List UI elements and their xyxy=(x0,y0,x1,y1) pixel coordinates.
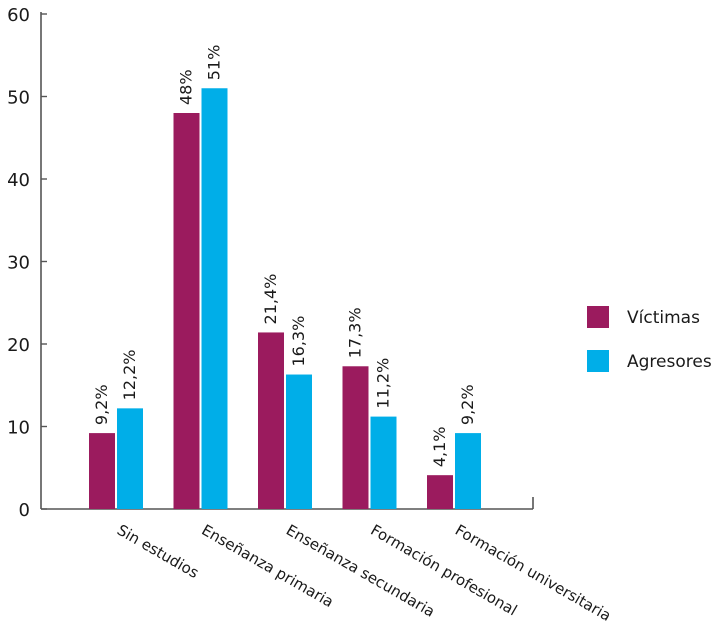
bar-agresores xyxy=(201,88,228,509)
bar-agresores xyxy=(455,433,481,509)
y-tick-label: 0 xyxy=(19,500,30,521)
x-category-label: Sin estudios xyxy=(114,521,202,582)
bar-victimas xyxy=(342,366,369,509)
bar-victimas xyxy=(89,433,115,509)
x-category-label: Formación profesional xyxy=(368,521,521,620)
legend-label: Víctimas xyxy=(627,308,700,328)
legend-swatch xyxy=(587,306,609,328)
bar-value-label: 11,2% xyxy=(374,358,393,409)
bar-value-label: 21,4% xyxy=(261,274,280,325)
bar-victimas xyxy=(173,113,200,509)
x-category-label: Formación universitaria xyxy=(452,521,614,625)
legend-swatch xyxy=(587,350,609,372)
legend-label: Agresores xyxy=(627,352,712,372)
y-tick-label: 40 xyxy=(7,170,30,191)
bar-value-labels: 9,2% 12,2% 48% 51% 21,4% 16,3% 17,3% 11,2% 4,1% 9… xyxy=(92,45,477,467)
bars xyxy=(89,88,481,509)
legend: Víctimas Agresores xyxy=(587,306,712,372)
y-tick-label: 20 xyxy=(7,335,30,356)
bar-value-label: 17,3% xyxy=(346,307,365,358)
y-tick-label: 50 xyxy=(7,88,30,109)
y-tick-label: 30 xyxy=(7,253,30,274)
bar-value-label: 16,3% xyxy=(289,316,308,367)
bar-agresores xyxy=(370,416,397,509)
bar-victimas xyxy=(427,475,453,509)
bar-value-label: 9,2% xyxy=(92,384,111,425)
bar-value-label: 9,2% xyxy=(458,384,477,425)
bar-value-label: 4,1% xyxy=(430,427,449,468)
bar-value-label: 48% xyxy=(177,69,196,105)
y-tick-label: 10 xyxy=(7,418,30,439)
bar-value-label: 12,2% xyxy=(120,350,139,401)
bar-value-label: 51% xyxy=(205,45,224,81)
bar-agresores xyxy=(117,408,143,509)
bar-victimas xyxy=(258,332,284,509)
bar-agresores xyxy=(286,374,312,509)
x-category-label: Enseñanza secundaria xyxy=(283,521,438,621)
y-axis-ticks: 0 10 20 30 40 50 60 xyxy=(7,5,47,521)
y-tick-label: 60 xyxy=(7,5,30,26)
